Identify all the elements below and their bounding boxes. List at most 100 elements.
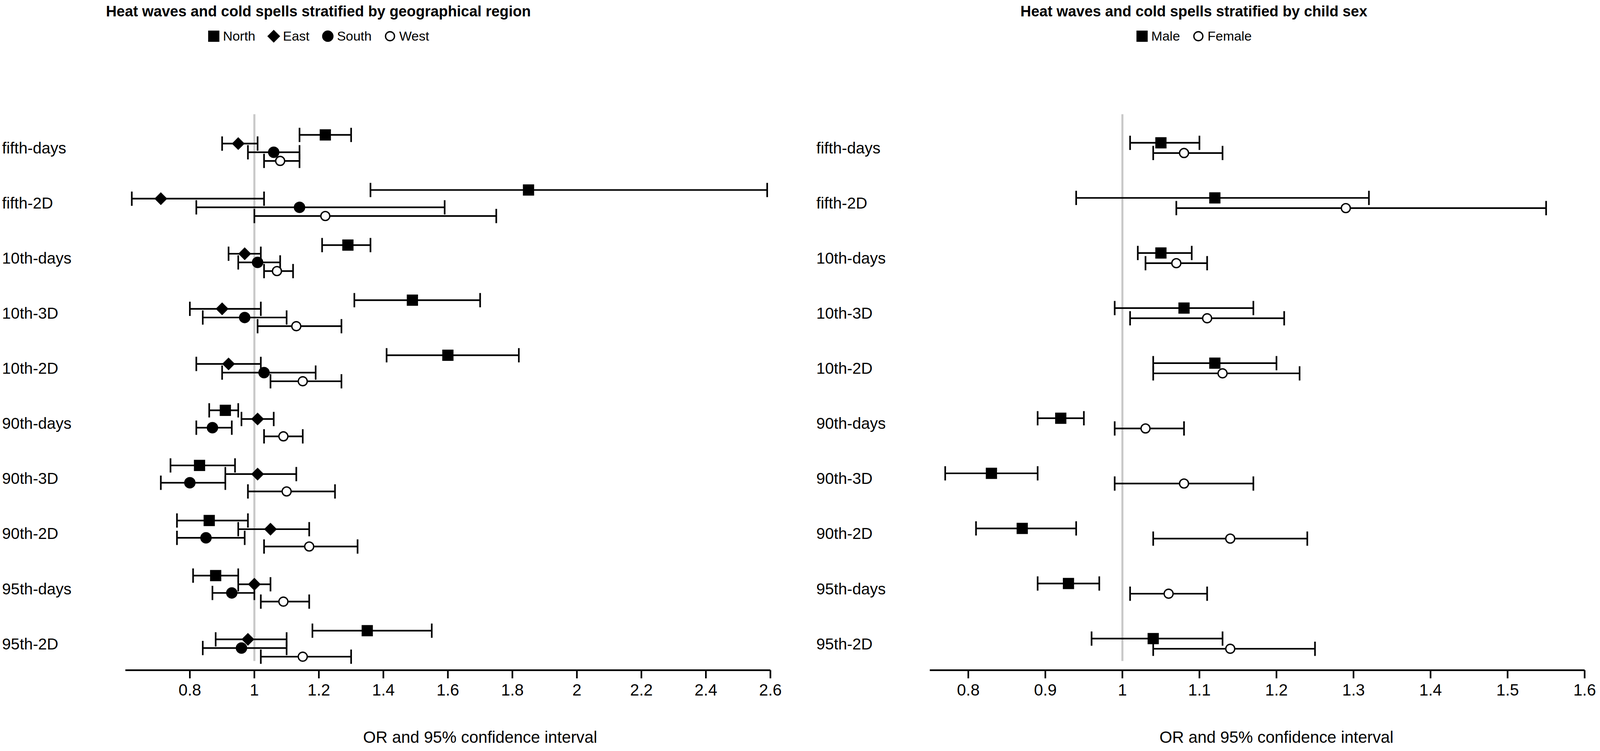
legend-label: East [282, 28, 310, 44]
ci-cap [1314, 641, 1316, 657]
tick-label: 1 [1117, 680, 1127, 700]
ci-cap [301, 429, 304, 444]
point [278, 432, 288, 442]
error-bar [1130, 311, 1284, 326]
ci-cap [247, 513, 249, 529]
point [406, 294, 418, 306]
legend-label: South [337, 28, 372, 44]
point [208, 30, 220, 42]
point [1202, 313, 1212, 323]
tick [317, 670, 320, 679]
ci-cap [1152, 146, 1154, 161]
point [1055, 412, 1067, 425]
x-axis: 0.80.911.11.21.31.41.51.6OR and 95% conf… [929, 670, 1596, 747]
ci-cap [430, 623, 433, 639]
row-label: 90th-3D [816, 469, 873, 488]
point [1178, 302, 1190, 314]
ci-cap [766, 182, 768, 198]
ci-cap [263, 153, 265, 169]
point [1155, 247, 1167, 259]
ci-cap [221, 365, 224, 381]
point [200, 532, 212, 544]
row-label: fifth-2D [1, 194, 53, 213]
error-bar [354, 292, 481, 308]
point [1225, 534, 1235, 544]
ci-cap [1036, 411, 1039, 426]
ci-cap [237, 522, 240, 537]
point [275, 156, 285, 166]
tick [705, 670, 707, 679]
error-bar [248, 484, 336, 499]
point [235, 642, 248, 654]
ci-cap [292, 264, 294, 279]
point [183, 477, 196, 489]
ci-cap [285, 310, 288, 325]
ci-cap [285, 641, 288, 656]
error-bar [1145, 256, 1208, 271]
error-bar [1037, 576, 1100, 592]
error-bar [248, 145, 300, 160]
ci-line [1076, 197, 1369, 199]
series [945, 135, 1370, 646]
series [248, 153, 497, 665]
ci-cap [1114, 301, 1116, 316]
ci-cap [1367, 190, 1370, 206]
point [193, 459, 206, 472]
error-bar [212, 585, 255, 601]
tick-label: 1.2 [1265, 680, 1288, 700]
point [1225, 644, 1235, 654]
tick [1506, 670, 1509, 679]
ci-cap [443, 200, 446, 215]
point [1341, 203, 1351, 213]
ci-cap [353, 292, 356, 308]
ci-cap [237, 577, 240, 592]
ci-cap [263, 191, 265, 206]
legend-label: West [399, 28, 430, 44]
tick [1198, 670, 1200, 679]
ci-cap [1152, 531, 1154, 547]
tick-label: 1.6 [1573, 680, 1597, 700]
row-label: 90th-days [1, 414, 72, 433]
tick-label: 1 [250, 680, 259, 700]
ci-cap [1114, 476, 1116, 492]
point [251, 467, 265, 481]
error-bar [260, 594, 310, 609]
ci-line [370, 189, 768, 191]
ci-cap [517, 348, 520, 363]
tick [1044, 670, 1047, 679]
row-label: fifth-days [816, 139, 881, 158]
ci-cap [237, 403, 240, 418]
error-bar [264, 539, 358, 554]
ci-cap [1298, 366, 1301, 381]
point [272, 266, 282, 276]
ci-line [196, 206, 445, 209]
error-bar [270, 374, 342, 389]
ci-cap [1036, 466, 1039, 481]
error-bar [299, 127, 352, 143]
point [322, 30, 334, 42]
point [1141, 424, 1150, 434]
point [219, 404, 231, 417]
ci-cap [260, 301, 262, 317]
point [278, 597, 288, 607]
row-label: 10th-3D [1, 304, 59, 323]
tick-label: 0.8 [957, 680, 980, 700]
error-bar [312, 623, 432, 639]
legend-item: North [208, 28, 256, 44]
error-bar [189, 301, 261, 317]
ci-cap [1283, 311, 1285, 326]
ci-line [1176, 207, 1547, 209]
ci-cap [201, 641, 204, 656]
tick-label: 2.4 [694, 680, 718, 700]
ci-cap [1252, 301, 1255, 316]
point [1171, 258, 1181, 268]
ci-cap [1152, 641, 1154, 657]
error-bar [264, 153, 300, 169]
point [1193, 31, 1203, 41]
ci-cap [298, 153, 301, 169]
ci-cap [1206, 256, 1208, 271]
error-bar [1176, 201, 1547, 216]
ci-cap [298, 127, 301, 143]
ci-cap [1090, 631, 1093, 647]
point [1209, 192, 1221, 204]
